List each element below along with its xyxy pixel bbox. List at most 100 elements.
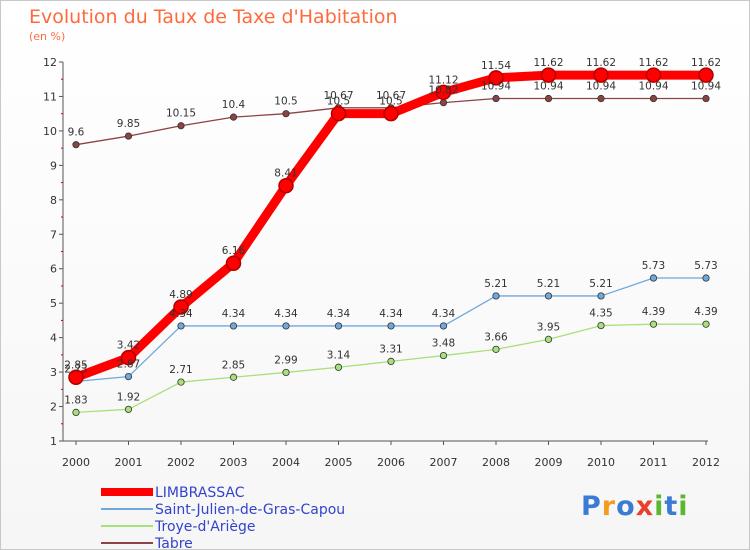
data-label: 9.6 — [68, 127, 85, 139]
data-label: 10.94 — [638, 81, 668, 93]
data-point — [439, 322, 448, 330]
legend-label: Saint-Julien-de-Gras-Capou — [155, 502, 345, 518]
logo-letter: x — [635, 491, 655, 522]
data-point — [702, 274, 710, 282]
data-point — [177, 322, 185, 330]
data-label: 4.35 — [589, 308, 612, 320]
x-tick-label: 2008 — [482, 456, 510, 469]
data-label: 11.54 — [481, 60, 511, 72]
legend-label: Troye-d'Ariège — [154, 519, 256, 535]
data-label: 2.99 — [274, 354, 297, 366]
x-tick-label: 2005 — [325, 456, 353, 469]
data-label: 4.89 — [169, 289, 192, 301]
data-point — [334, 363, 343, 371]
data-point — [120, 349, 137, 366]
data-label: 4.39 — [642, 306, 665, 318]
y-tick-label: 9 — [50, 159, 57, 172]
data-point — [645, 67, 662, 83]
data-point — [702, 94, 710, 103]
data-point — [649, 320, 658, 328]
data-point — [225, 255, 242, 271]
data-point — [177, 378, 185, 386]
legend-label: LIMBRASSAC — [155, 485, 245, 501]
data-point — [387, 322, 395, 330]
data-point — [597, 292, 605, 300]
data-label: 4.34 — [222, 308, 246, 320]
proxiti-logo: Proxiti — [581, 491, 689, 522]
data-point — [334, 322, 343, 330]
data-point — [229, 322, 238, 330]
data-point — [488, 70, 504, 86]
y-tick-label: 3 — [50, 366, 57, 379]
data-label: 5.21 — [537, 278, 560, 290]
data-point — [439, 99, 448, 107]
data-point — [387, 357, 395, 366]
y-tick-label: 5 — [50, 297, 57, 310]
data-label: 2.87 — [117, 359, 140, 371]
data-point — [173, 299, 189, 315]
data-point — [544, 335, 553, 343]
data-label: 4.39 — [694, 306, 717, 318]
data-label: 1.92 — [117, 391, 140, 403]
data-label: 10.94 — [533, 81, 563, 93]
logo-letter: i — [678, 491, 689, 522]
data-label: 8.41 — [274, 168, 297, 180]
legend-label: Tabre — [154, 536, 193, 549]
data-label: 5.21 — [484, 278, 507, 290]
data-point — [282, 368, 290, 377]
data-label: 3.66 — [484, 331, 508, 343]
data-point — [593, 67, 609, 83]
data-label: 3.42 — [117, 340, 140, 352]
data-point — [544, 292, 553, 300]
data-point — [649, 274, 658, 282]
x-tick-label: 2006 — [377, 456, 405, 469]
data-label: 11.12 — [428, 74, 458, 86]
y-tick-label: 11 — [43, 90, 57, 103]
x-tick-label: 2004 — [272, 456, 300, 469]
data-point — [282, 322, 290, 330]
data-label: 10.15 — [166, 108, 196, 120]
y-tick-label: 6 — [50, 263, 57, 276]
data-point — [698, 67, 714, 83]
y-tick-label: 10 — [43, 125, 57, 138]
data-label: 11.62 — [691, 57, 721, 69]
data-point — [702, 320, 710, 328]
data-label: 11.62 — [586, 57, 616, 69]
data-point — [597, 321, 605, 330]
data-label: 2.73 — [64, 363, 87, 375]
data-label: 10.94 — [586, 81, 616, 93]
data-label: 3.14 — [327, 349, 351, 361]
data-label: 5.21 — [589, 278, 612, 290]
data-label: 10.5 — [274, 96, 297, 108]
data-point — [492, 94, 500, 103]
x-tick-label: 2011 — [640, 456, 668, 469]
data-point — [282, 110, 290, 118]
data-label: 10.4 — [222, 99, 246, 111]
y-tick-label: 7 — [50, 228, 57, 241]
data-label: 4.34 — [274, 308, 298, 320]
y-tick-label: 1 — [50, 435, 57, 448]
x-tick-label: 2003 — [220, 456, 248, 469]
logo-letter: t — [664, 491, 679, 522]
logo-letter: i — [654, 491, 665, 522]
logo-letter: r — [601, 491, 617, 522]
x-tick-label: 2009 — [535, 456, 563, 469]
data-label: 3.48 — [432, 338, 455, 350]
data-point — [544, 94, 553, 103]
data-label: 10.5 — [327, 96, 350, 108]
data-point — [229, 373, 238, 381]
data-label: 2.71 — [169, 364, 192, 376]
data-label: 10.82 — [428, 85, 458, 97]
data-label: 3.95 — [537, 321, 560, 333]
data-label: 10.67 — [323, 90, 353, 102]
data-point — [330, 105, 347, 122]
data-point — [72, 408, 80, 417]
data-label: 6.16 — [222, 245, 246, 257]
data-label: 10.94 — [691, 81, 721, 93]
x-tick-label: 2001 — [115, 456, 143, 469]
x-tick-label: 2012 — [692, 456, 720, 469]
data-point — [435, 84, 452, 101]
data-point — [492, 345, 500, 353]
data-point — [68, 369, 84, 386]
